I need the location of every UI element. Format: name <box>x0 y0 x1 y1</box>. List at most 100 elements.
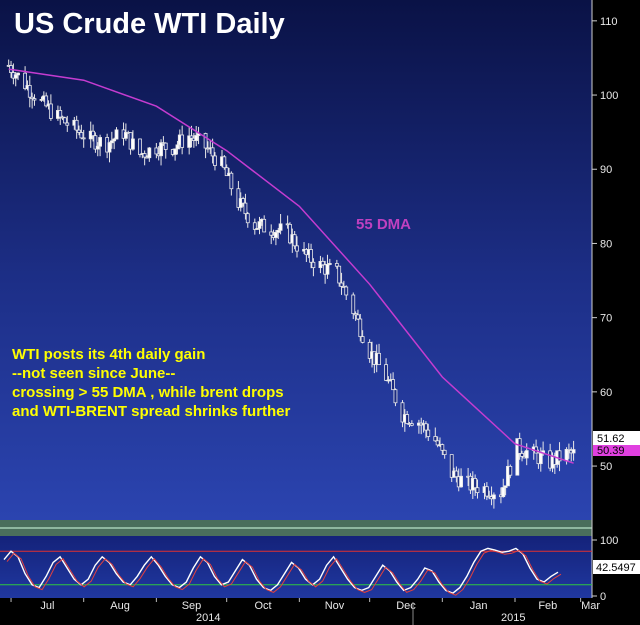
y-tick-label: 110 <box>600 16 618 28</box>
candle-body <box>384 364 388 381</box>
last-price-tag <box>593 431 640 445</box>
candle-body <box>360 336 365 343</box>
candle-body <box>484 486 489 497</box>
candle-body <box>334 263 339 267</box>
right-axis-bg <box>592 0 640 625</box>
candle-body <box>173 148 178 155</box>
candle-body <box>491 494 496 500</box>
candle-body <box>295 245 299 252</box>
candle-body <box>571 449 576 454</box>
candle-body <box>210 147 215 157</box>
candle-body <box>243 202 248 215</box>
candle-body <box>229 172 234 190</box>
x-tick-label: Mar <box>581 600 600 612</box>
candle-body <box>159 142 163 157</box>
candle-body <box>224 167 229 177</box>
candle-body <box>274 232 278 238</box>
candle-body <box>107 142 112 153</box>
candle-body <box>400 402 405 423</box>
x-tick-label: Jan <box>470 600 488 612</box>
candle-body <box>95 145 100 150</box>
candle-body <box>459 475 463 488</box>
y-tick-label: 70 <box>600 313 612 325</box>
candle-body <box>288 223 292 244</box>
candle-body <box>309 249 313 263</box>
candle-body <box>391 379 396 391</box>
candle-body <box>353 313 358 316</box>
candle-body <box>269 231 274 236</box>
candle-body <box>203 133 208 149</box>
candle-body <box>377 352 381 366</box>
x-tick-label: Oct <box>254 600 271 612</box>
x-tick-label: Aug <box>110 600 130 612</box>
candle-body <box>320 260 325 266</box>
candle-body <box>557 450 562 462</box>
dma-price-text: 50.39 <box>597 445 625 457</box>
candle-body <box>358 318 363 338</box>
candle-body <box>351 294 356 315</box>
candle-body <box>409 423 414 426</box>
y-tick-label: 100 <box>600 90 618 102</box>
candle-body <box>93 135 98 150</box>
candle-body <box>32 98 37 101</box>
x-tick-label: Nov <box>325 600 345 612</box>
candle-body <box>405 414 410 424</box>
x-tick-label: Jul <box>40 600 54 612</box>
candle-body <box>138 138 142 155</box>
x-tick-label: Feb <box>538 600 557 612</box>
candle-body <box>564 449 569 462</box>
candle-body <box>367 341 372 359</box>
candle-body <box>475 487 480 494</box>
candle-body <box>187 135 192 148</box>
candle-body <box>442 449 447 455</box>
annotation-line-3: crossing > 55 DMA , while brent drops <box>12 384 284 401</box>
osc-value-tag <box>593 560 640 574</box>
candle-body <box>154 147 159 155</box>
candle-body <box>520 453 524 457</box>
candle-body <box>30 96 35 100</box>
panel-separator-line <box>0 527 640 529</box>
candle-body <box>356 314 360 320</box>
candle-body <box>63 117 67 124</box>
candle-body <box>433 436 438 442</box>
x-tick-label: Sep <box>182 600 202 612</box>
candle-body <box>91 130 95 137</box>
candle-body <box>77 129 81 133</box>
candle-body <box>13 74 18 79</box>
candle-body <box>114 129 119 140</box>
y-tick-label: 60 <box>600 387 612 399</box>
year-label-2014: 2014 <box>196 612 220 624</box>
candle-body <box>79 132 84 139</box>
dma-line <box>8 68 574 464</box>
candle-body <box>515 438 520 476</box>
candle-body <box>393 389 398 404</box>
candle-body <box>245 213 250 224</box>
x-tick-group: Jul Aug Sep Oct Nov Dec Jan Feb Mar <box>10 598 600 612</box>
annotation-line-2: --not seen since June-- <box>12 365 175 382</box>
candle-body <box>147 147 152 159</box>
candle-body <box>255 228 260 230</box>
candle-body <box>278 223 283 231</box>
osc-k-line <box>3 547 559 595</box>
candle-body <box>424 423 428 431</box>
candle-body <box>257 221 262 229</box>
bottom-axis-bg <box>0 598 640 625</box>
candle-body <box>163 142 168 150</box>
candle-body <box>44 95 49 107</box>
y-tick-label: 50 <box>600 461 612 473</box>
candle-body <box>81 137 86 140</box>
candle-body <box>27 85 32 98</box>
candle-body <box>213 155 217 166</box>
candle-body <box>65 122 70 126</box>
candle-body <box>524 450 529 459</box>
y-tick-group: 50 60 70 80 90 100 110 0 100 <box>592 16 618 603</box>
candle-body <box>74 119 79 131</box>
candle-body <box>435 440 440 446</box>
candle-body <box>16 72 20 76</box>
candle-body <box>503 485 508 488</box>
osc-tick-label: 100 <box>600 535 618 547</box>
candle-body <box>98 137 103 147</box>
candle-body <box>131 138 135 150</box>
